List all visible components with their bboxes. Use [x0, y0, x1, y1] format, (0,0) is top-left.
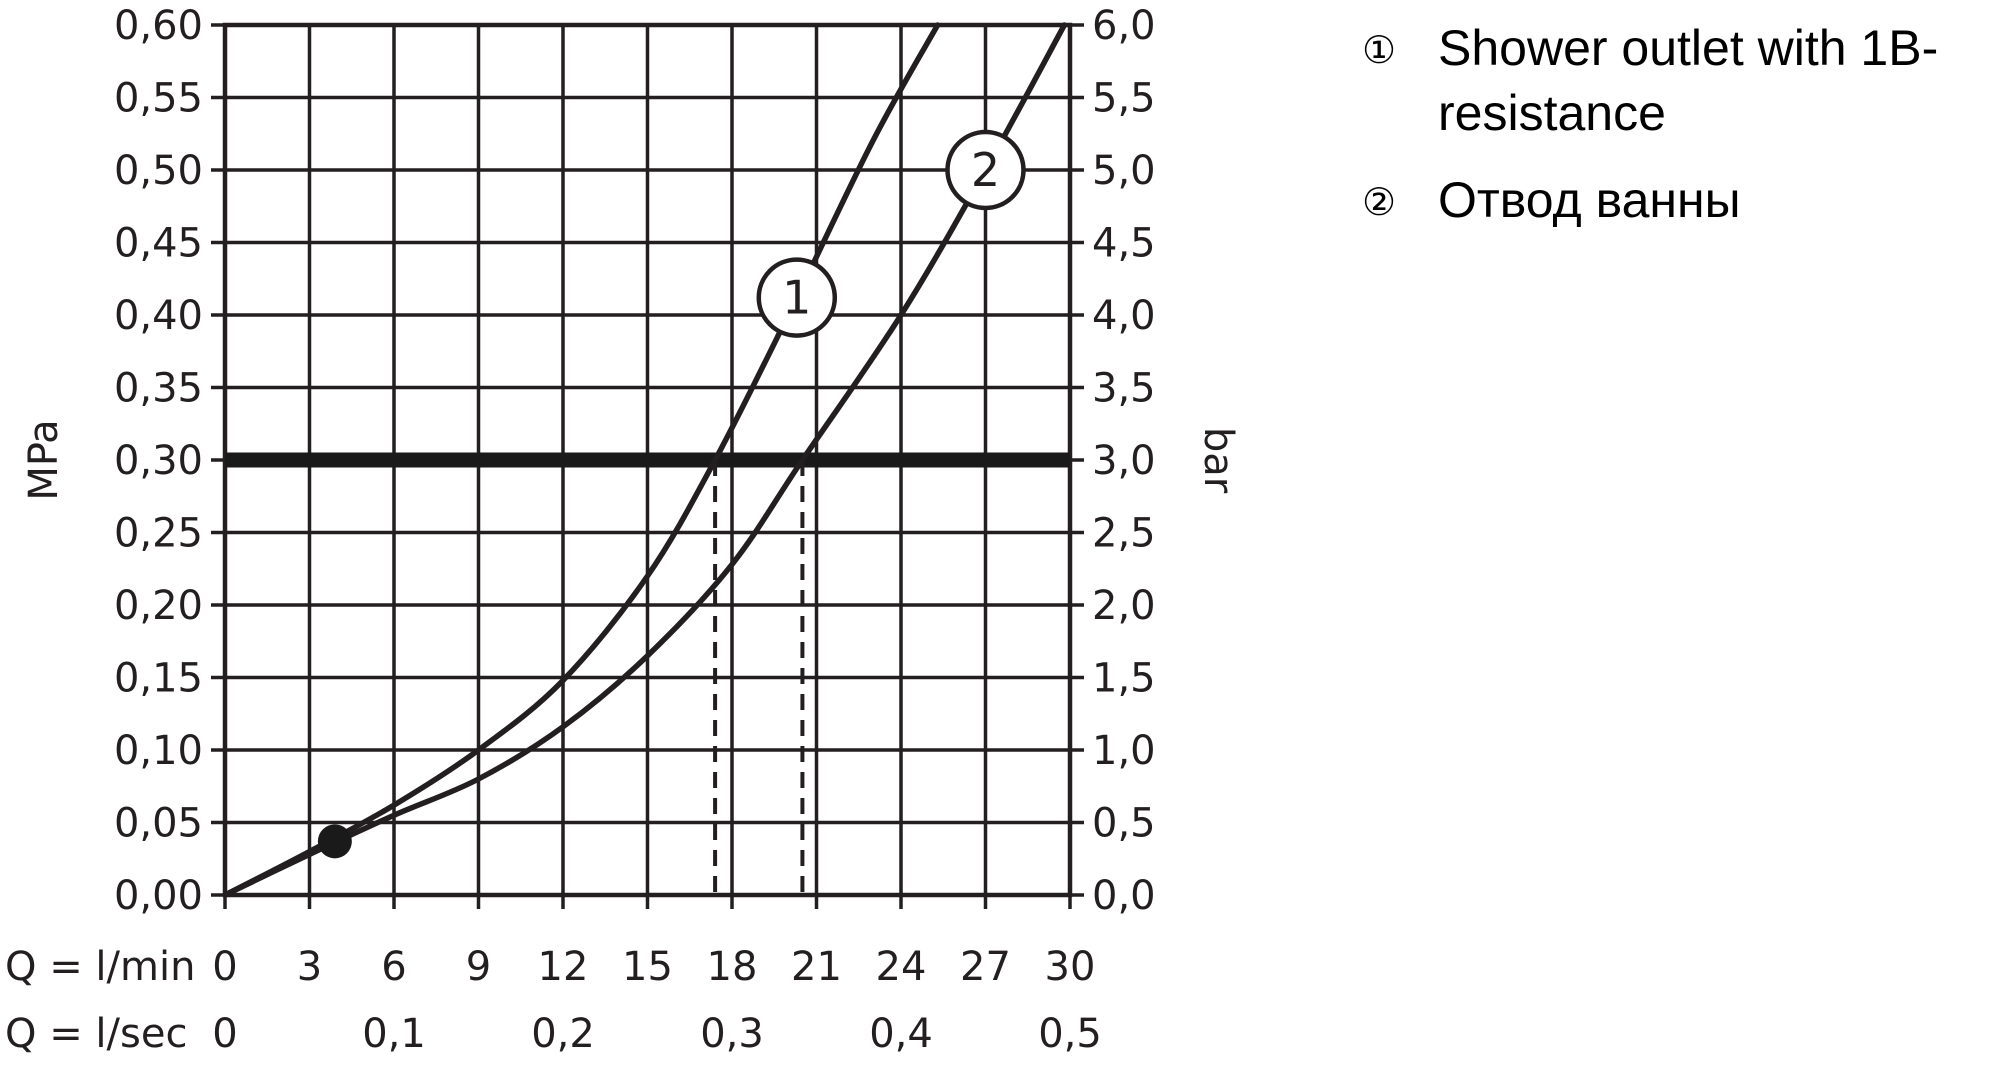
- x-tick-label-lsec: 0,1: [362, 1011, 426, 1057]
- x-tick-label-lmin: 21: [791, 944, 842, 990]
- legend-text-1: Shower outlet with 1B-: [1438, 20, 1938, 76]
- x-tick-label-lmin: 6: [381, 944, 406, 990]
- y-tick-label-mpa: 0,30: [114, 438, 203, 484]
- x-axis-title-lmin: Q = l/min: [5, 944, 195, 990]
- x-tick-label-lmin: 18: [707, 944, 758, 990]
- y-tick-label-mpa: 0,60: [114, 3, 203, 49]
- y-tick-label-bar: 2,0: [1092, 583, 1156, 629]
- y-tick-label-bar: 3,0: [1092, 438, 1156, 484]
- x-tick-label-lmin: 9: [466, 944, 491, 990]
- y-tick-label-bar: 1,5: [1092, 656, 1156, 702]
- x-tick-label-lmin: 3: [297, 944, 322, 990]
- x-tick-label-lmin: 0: [212, 944, 237, 990]
- y-tick-label-bar: 6,0: [1092, 3, 1156, 49]
- y-tick-label-mpa: 0,20: [114, 583, 203, 629]
- legend-text-1: resistance: [1438, 85, 1666, 141]
- y-axis-title-left: MPa: [21, 419, 67, 500]
- x-tick-label-lsec: 0,5: [1038, 1011, 1102, 1057]
- callout-label-series-1: 1: [782, 271, 811, 325]
- chart-legend: ① Shower outlet with 1B-resistance ② Отвод …: [1362, 20, 1938, 228]
- curve-series-1: [222, 22, 941, 898]
- callout-circle-series-2: [945, 129, 1026, 211]
- y-tick-label-mpa: 0,50: [114, 148, 203, 194]
- x-tick-label-lmin: 15: [622, 944, 673, 990]
- y-tick-label-mpa: 0,05: [114, 801, 203, 847]
- legend-marker-1: ①: [1362, 28, 1396, 72]
- x-tick-label-lsec: 0,3: [700, 1011, 764, 1057]
- y-tick-label-mpa: 0,40: [114, 293, 203, 339]
- y-tick-label-bar: 2,5: [1092, 511, 1156, 557]
- marker-point: [317, 824, 352, 859]
- y-tick-label-mpa: 0,35: [114, 366, 203, 412]
- x-axis-title-lsec: Q = l/sec: [5, 1011, 187, 1057]
- x-tick-label-lmin: 27: [960, 944, 1011, 990]
- y-tick-label-mpa: 0,15: [114, 656, 203, 702]
- y-tick-label-mpa: 0,55: [114, 76, 203, 122]
- y-tick-label-bar: 5,5: [1092, 76, 1156, 122]
- y-tick-label-bar: 1,0: [1092, 728, 1156, 774]
- x-tick-label-lmin: 24: [876, 944, 927, 990]
- y-tick-label-mpa: 0,00: [114, 873, 203, 919]
- chart-tick-labels: 0,000,050,100,150,200,250,300,350,400,45…: [114, 3, 1156, 1057]
- y-tick-label-bar: 0,0: [1092, 873, 1156, 919]
- chart-series: 12: [222, 22, 1070, 898]
- legend-text-2: Отвод ванны: [1438, 172, 1741, 228]
- chart-axis-titles: Q = l/min Q = l/sec MPa bar: [5, 419, 1241, 1057]
- y-tick-label-mpa: 0,25: [114, 511, 203, 557]
- legend-marker-2: ②: [1362, 180, 1396, 224]
- x-tick-label-lsec: 0,2: [531, 1011, 595, 1057]
- x-tick-label-lmin: 12: [538, 944, 589, 990]
- x-tick-label-lsec: 0,4: [869, 1011, 933, 1057]
- y-tick-label-bar: 5,0: [1092, 148, 1156, 194]
- y-tick-label-mpa: 0,45: [114, 221, 203, 267]
- chart-grid: [211, 23, 1084, 909]
- y-tick-label-mpa: 0,10: [114, 728, 203, 774]
- y-axis-title-right: bar: [1195, 427, 1241, 494]
- y-tick-label-bar: 4,5: [1092, 221, 1156, 267]
- x-tick-label-lmin: 30: [1045, 944, 1096, 990]
- x-tick-label-lsec: 0: [212, 1011, 237, 1057]
- callout-circle-series-1: [756, 257, 838, 338]
- y-tick-label-bar: 4,0: [1092, 293, 1156, 339]
- y-tick-label-bar: 0,5: [1092, 801, 1156, 847]
- y-tick-label-bar: 3,5: [1092, 366, 1156, 412]
- callout-label-series-2: 2: [971, 143, 1000, 197]
- curve-series-2: [222, 22, 1068, 898]
